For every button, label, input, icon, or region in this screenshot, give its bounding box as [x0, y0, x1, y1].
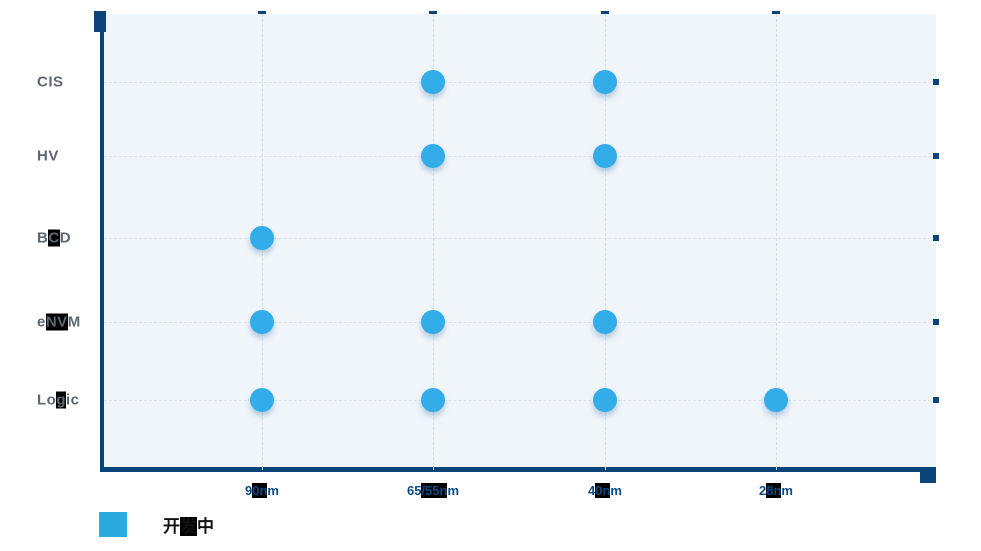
y-axis-label: eNVM: [37, 313, 81, 331]
data-point[interactable]: [421, 144, 445, 168]
top-axis-tick: [601, 11, 609, 14]
top-axis-tick: [258, 11, 266, 14]
h-gridline: [104, 400, 936, 401]
h-gridline: [104, 156, 936, 157]
x-axis-line: [100, 467, 936, 472]
h-gridline: [104, 238, 936, 239]
y-axis-label: Logic: [37, 391, 80, 409]
data-point[interactable]: [593, 144, 617, 168]
data-point[interactable]: [421, 70, 445, 94]
y-axis-label: BCD: [37, 229, 72, 247]
data-point[interactable]: [250, 310, 274, 334]
x-axis-cap: [920, 470, 936, 483]
data-point[interactable]: [593, 70, 617, 94]
x-axis-label: 90nm: [245, 483, 279, 498]
data-point[interactable]: [764, 388, 788, 412]
v-gridline: [776, 14, 777, 470]
x-axis-label: 40nm: [588, 483, 622, 498]
data-point[interactable]: [593, 310, 617, 334]
right-axis-tick: [933, 79, 939, 85]
top-axis-tick: [429, 11, 437, 14]
y-axis-label: HV: [37, 147, 59, 165]
v-gridline: [433, 14, 434, 470]
legend-label[interactable]: 开发中: [163, 517, 214, 536]
top-axis-tick: [772, 11, 780, 14]
h-gridline: [104, 322, 936, 323]
data-point[interactable]: [593, 388, 617, 412]
legend-swatch[interactable]: [99, 512, 127, 537]
v-gridline: [605, 14, 606, 470]
data-point[interactable]: [250, 388, 274, 412]
data-point[interactable]: [250, 226, 274, 250]
legend: 开发中: [99, 512, 214, 537]
data-point[interactable]: [421, 388, 445, 412]
h-gridline: [104, 82, 936, 83]
x-axis-label: 65/55nm: [406, 483, 460, 498]
right-axis-tick: [933, 235, 939, 241]
x-axis-label: 28nm: [759, 483, 793, 498]
y-axis-label: CIS: [37, 73, 64, 91]
right-axis-tick: [933, 397, 939, 403]
data-point[interactable]: [421, 310, 445, 334]
right-axis-tick: [933, 319, 939, 325]
plot-area: [104, 14, 936, 470]
y-axis-line: [100, 11, 104, 470]
right-axis-tick: [933, 153, 939, 159]
